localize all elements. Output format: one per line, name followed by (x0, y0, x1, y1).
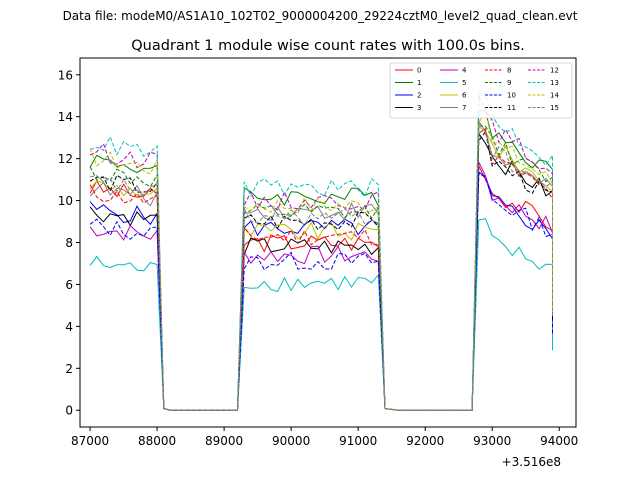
y-tick-label: 12 (58, 152, 73, 166)
y-tick-label: 8 (65, 236, 73, 250)
legend-label-5: 5 (462, 79, 466, 87)
legend-label-11: 11 (507, 104, 516, 112)
x-tick-label: 89000 (205, 434, 243, 448)
x-tick-label: 88000 (138, 434, 176, 448)
x-tick-label: 90000 (272, 434, 310, 448)
legend-label-8: 8 (507, 67, 511, 75)
x-tick-label: 92000 (406, 434, 444, 448)
legend-label-0: 0 (417, 67, 421, 75)
chart-title: Quadrant 1 module wise count rates with … (131, 38, 525, 54)
y-tick-label: 14 (58, 110, 73, 124)
y-axis: 0 2 4 6 8 10 12 14 16 (58, 68, 80, 418)
legend-label-4: 4 (462, 67, 467, 75)
y-tick-label: 2 (65, 362, 73, 376)
series-layer (89, 92, 553, 411)
legend-frame (389, 62, 573, 119)
x-tick-label: 93000 (473, 434, 511, 448)
x-tick-label: 91000 (339, 434, 377, 448)
legend-label-14: 14 (550, 92, 559, 100)
legend-label-13: 13 (550, 79, 559, 87)
legend-label-3: 3 (417, 104, 421, 112)
x-axis: 87000 88000 89000 90000 91000 92000 93000 94000 (71, 427, 578, 448)
series-line-12 (89, 95, 553, 411)
legend-label-10: 10 (507, 92, 516, 100)
x-tick-label: 94000 (540, 434, 578, 448)
legend-label-1: 1 (417, 79, 421, 87)
legend-label-7: 7 (462, 104, 466, 112)
legend-label-12: 12 (550, 67, 559, 75)
y-tick-label: 10 (58, 194, 73, 208)
chart-suptitle: Data file: modeM0/AS1A10_102T02_90000042… (63, 9, 578, 23)
legend-label-6: 6 (462, 92, 467, 100)
x-offset-label: +3.516e8 (502, 455, 561, 469)
x-tick-label: 87000 (71, 434, 109, 448)
y-tick-label: 0 (65, 404, 73, 418)
plot-frame (79, 57, 577, 428)
y-tick-label: 16 (58, 68, 73, 82)
legend-label-9: 9 (507, 79, 511, 87)
series-line-15 (90, 120, 553, 411)
y-tick-label: 4 (65, 320, 73, 334)
legend-label-15: 15 (550, 104, 559, 112)
legend-label-2: 2 (417, 92, 421, 100)
y-tick-label: 6 (65, 278, 73, 292)
